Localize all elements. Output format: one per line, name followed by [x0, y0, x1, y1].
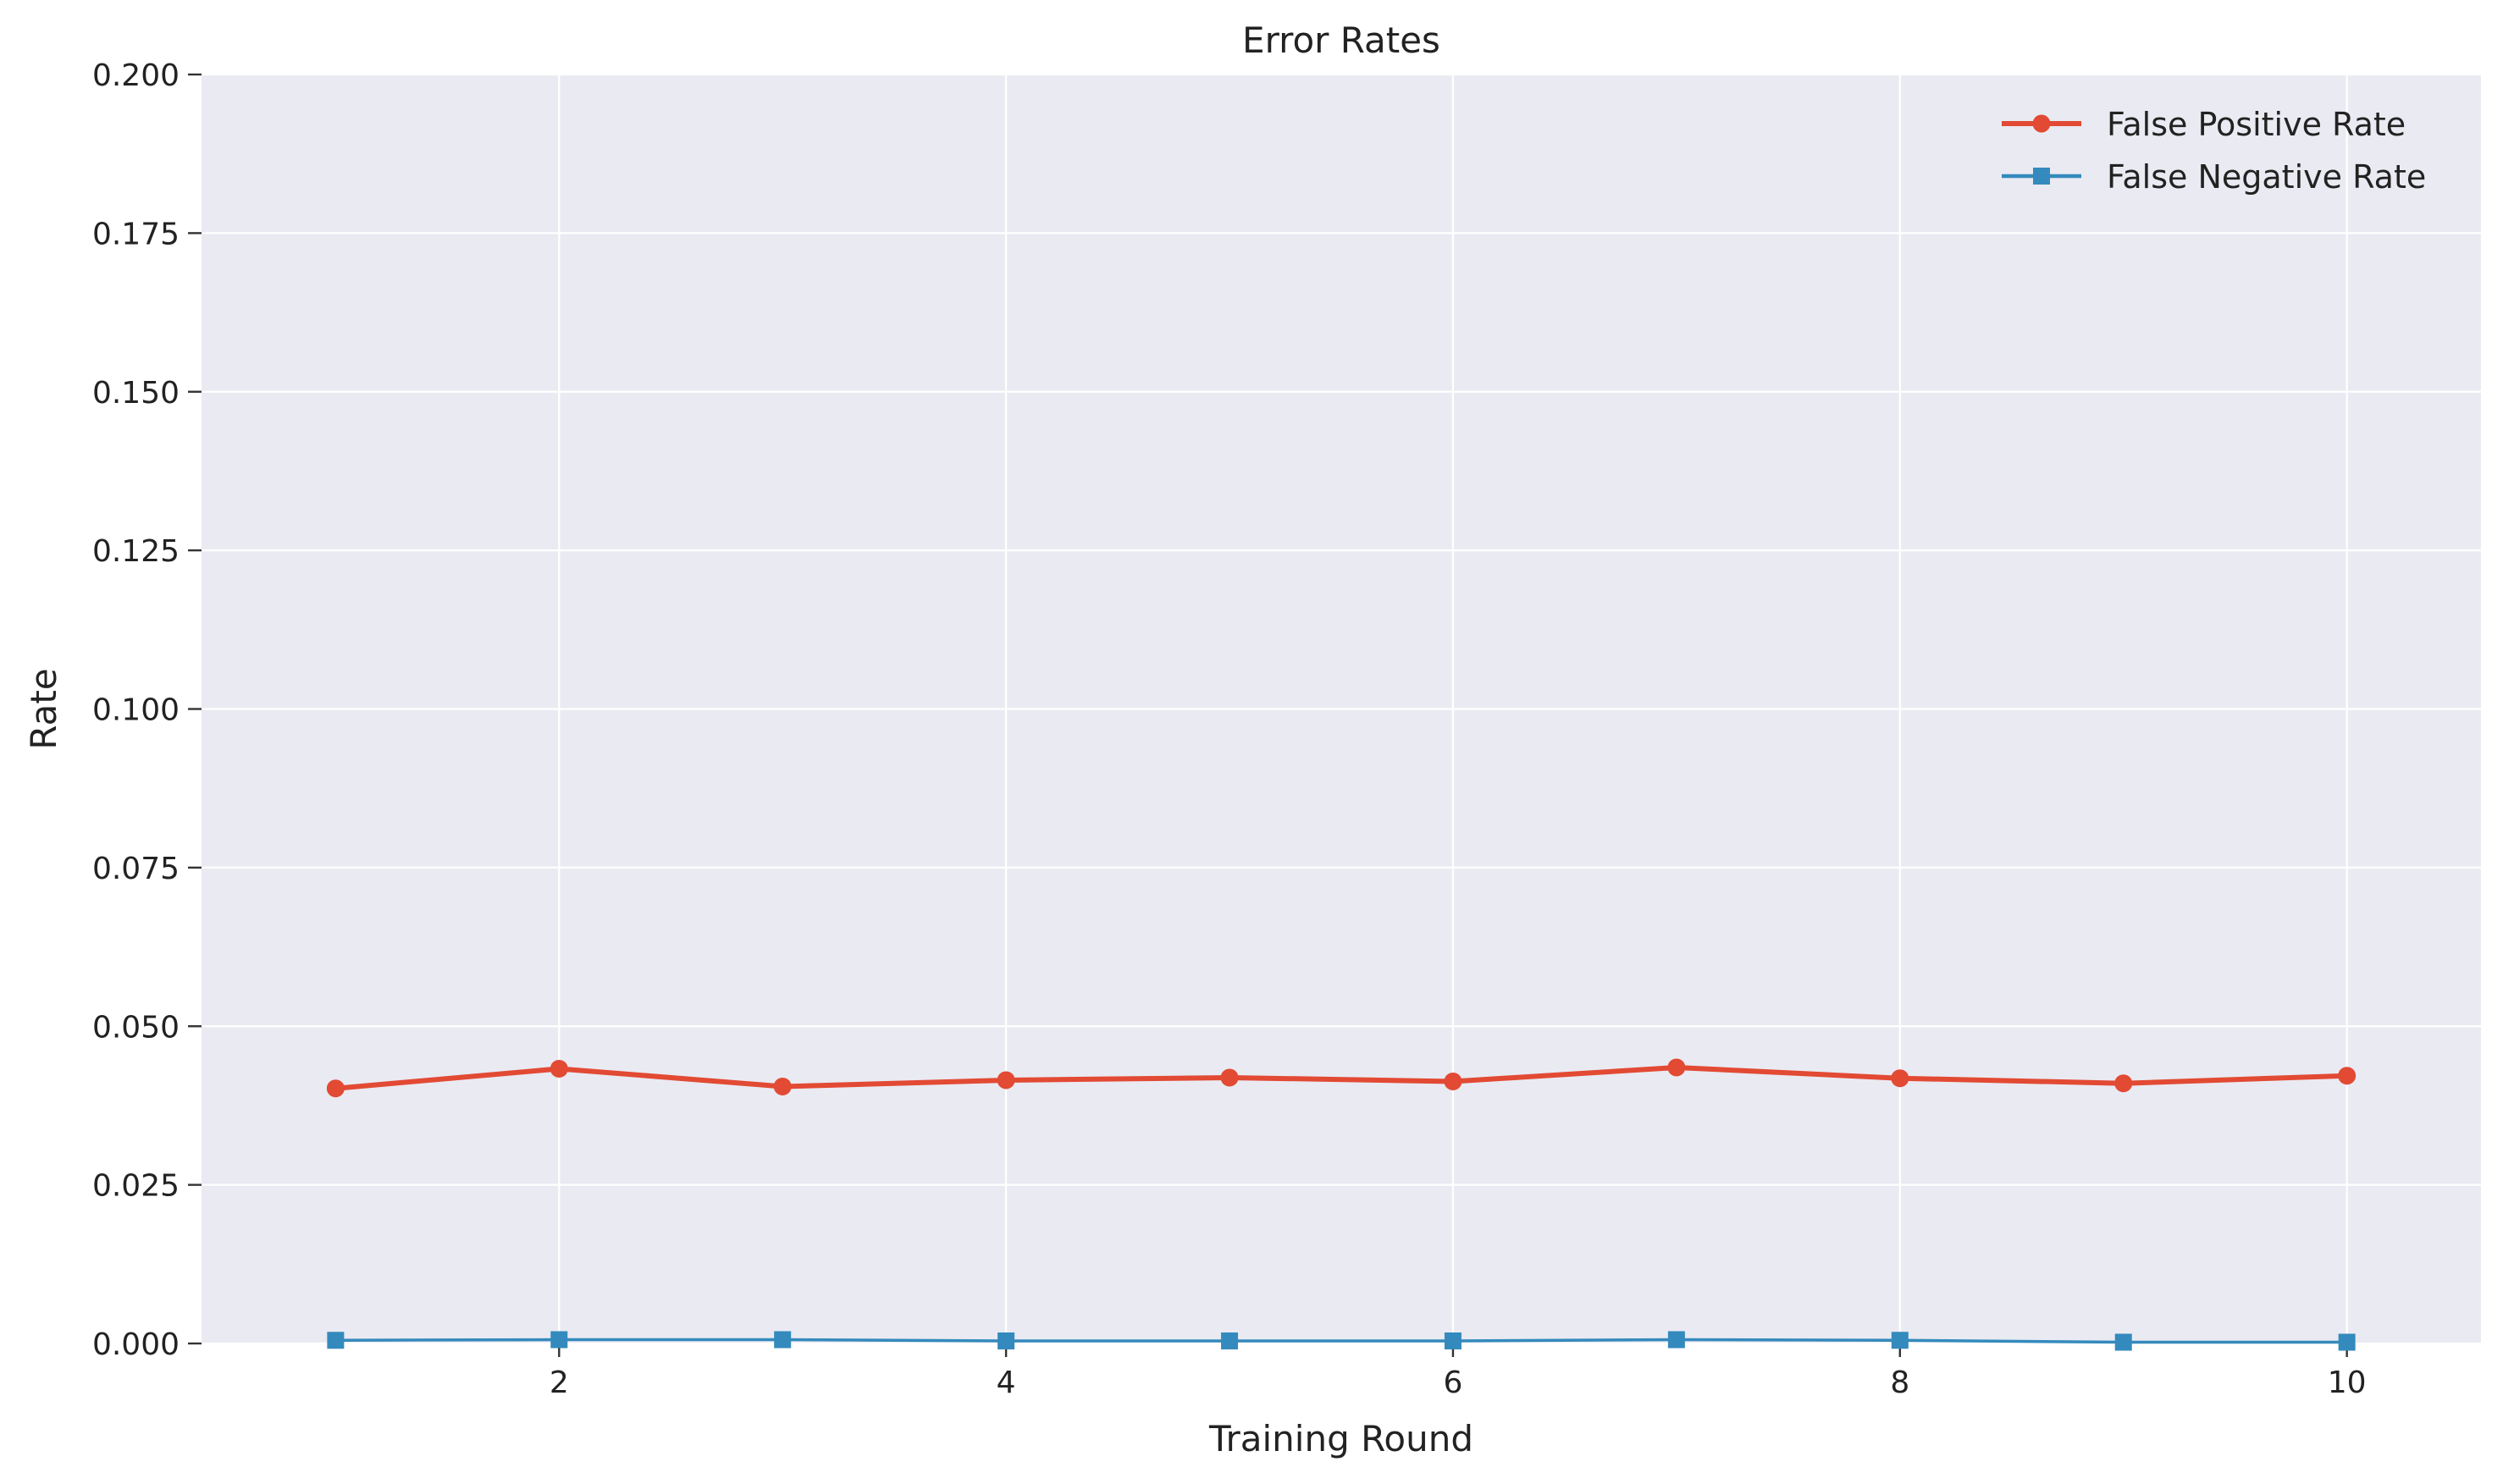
series-layer: [326, 1058, 2357, 1351]
y-axis: 0.000 0.025 0.050 0.075 0.100 0.125 0.150 0.175…: [92, 58, 202, 1362]
legend-entry: False Negative Rate: [2002, 158, 2426, 196]
data-point: [2114, 1333, 2132, 1351]
legend-label: False Positive Rate: [2107, 106, 2406, 143]
x-tick-label: 10: [2328, 1365, 2367, 1400]
data-point: [1891, 1069, 1909, 1088]
x-axis: 2 4 6 8 10: [550, 1343, 2367, 1400]
y-tick-label: 0.050: [92, 1010, 180, 1045]
legend-entry: False Positive Rate: [2002, 106, 2406, 143]
y-tick-label: 0.000: [92, 1327, 180, 1362]
grid: [202, 73, 2481, 1345]
data-point: [1220, 1068, 1239, 1087]
y-tick-label: 0.025: [92, 1169, 180, 1204]
x-tick-label: 4: [997, 1365, 1016, 1400]
data-point: [327, 1332, 345, 1349]
data-point: [550, 1059, 568, 1078]
y-tick-label: 0.075: [92, 852, 180, 886]
data-point: [1444, 1332, 1461, 1350]
data-point: [2338, 1333, 2356, 1351]
y-tick-label: 0.125: [92, 534, 180, 569]
y-tick-label: 0.175: [92, 217, 180, 251]
x-tick-label: 8: [1890, 1365, 1909, 1400]
data-point: [997, 1071, 1015, 1090]
data-point: [773, 1077, 792, 1095]
data-point: [1444, 1072, 1462, 1090]
series-line: [335, 1064, 2347, 1091]
legend-marker: [2032, 114, 2051, 133]
y-axis-label: Rate: [23, 668, 64, 749]
data-point: [1221, 1332, 1239, 1350]
y-tick-label: 0.100: [92, 693, 180, 728]
x-axis-label: Training Round: [1208, 1418, 1473, 1459]
series-false-positive-rate: [326, 1058, 2357, 1098]
data-point: [2338, 1067, 2357, 1085]
series-false-negative-rate: [327, 1331, 2356, 1351]
y-tick-label: 0.150: [92, 376, 180, 411]
data-point: [2114, 1074, 2133, 1093]
data-point: [1667, 1058, 1686, 1077]
data-point: [1891, 1332, 1909, 1349]
x-tick-label: 6: [1444, 1365, 1463, 1400]
x-tick-label: 2: [550, 1365, 569, 1400]
chart-title: Error Rates: [1242, 19, 1440, 61]
y-tick-label: 0.200: [92, 58, 180, 93]
legend-marker: [2033, 168, 2050, 185]
data-point: [326, 1079, 345, 1098]
legend-label: False Negative Rate: [2107, 158, 2426, 196]
data-point: [774, 1331, 792, 1349]
data-point: [550, 1331, 568, 1349]
legend: False Positive Rate False Negative Rate: [2002, 106, 2426, 196]
series-line: [335, 1338, 2347, 1344]
data-point: [1667, 1331, 1685, 1349]
data-point: [997, 1332, 1015, 1350]
